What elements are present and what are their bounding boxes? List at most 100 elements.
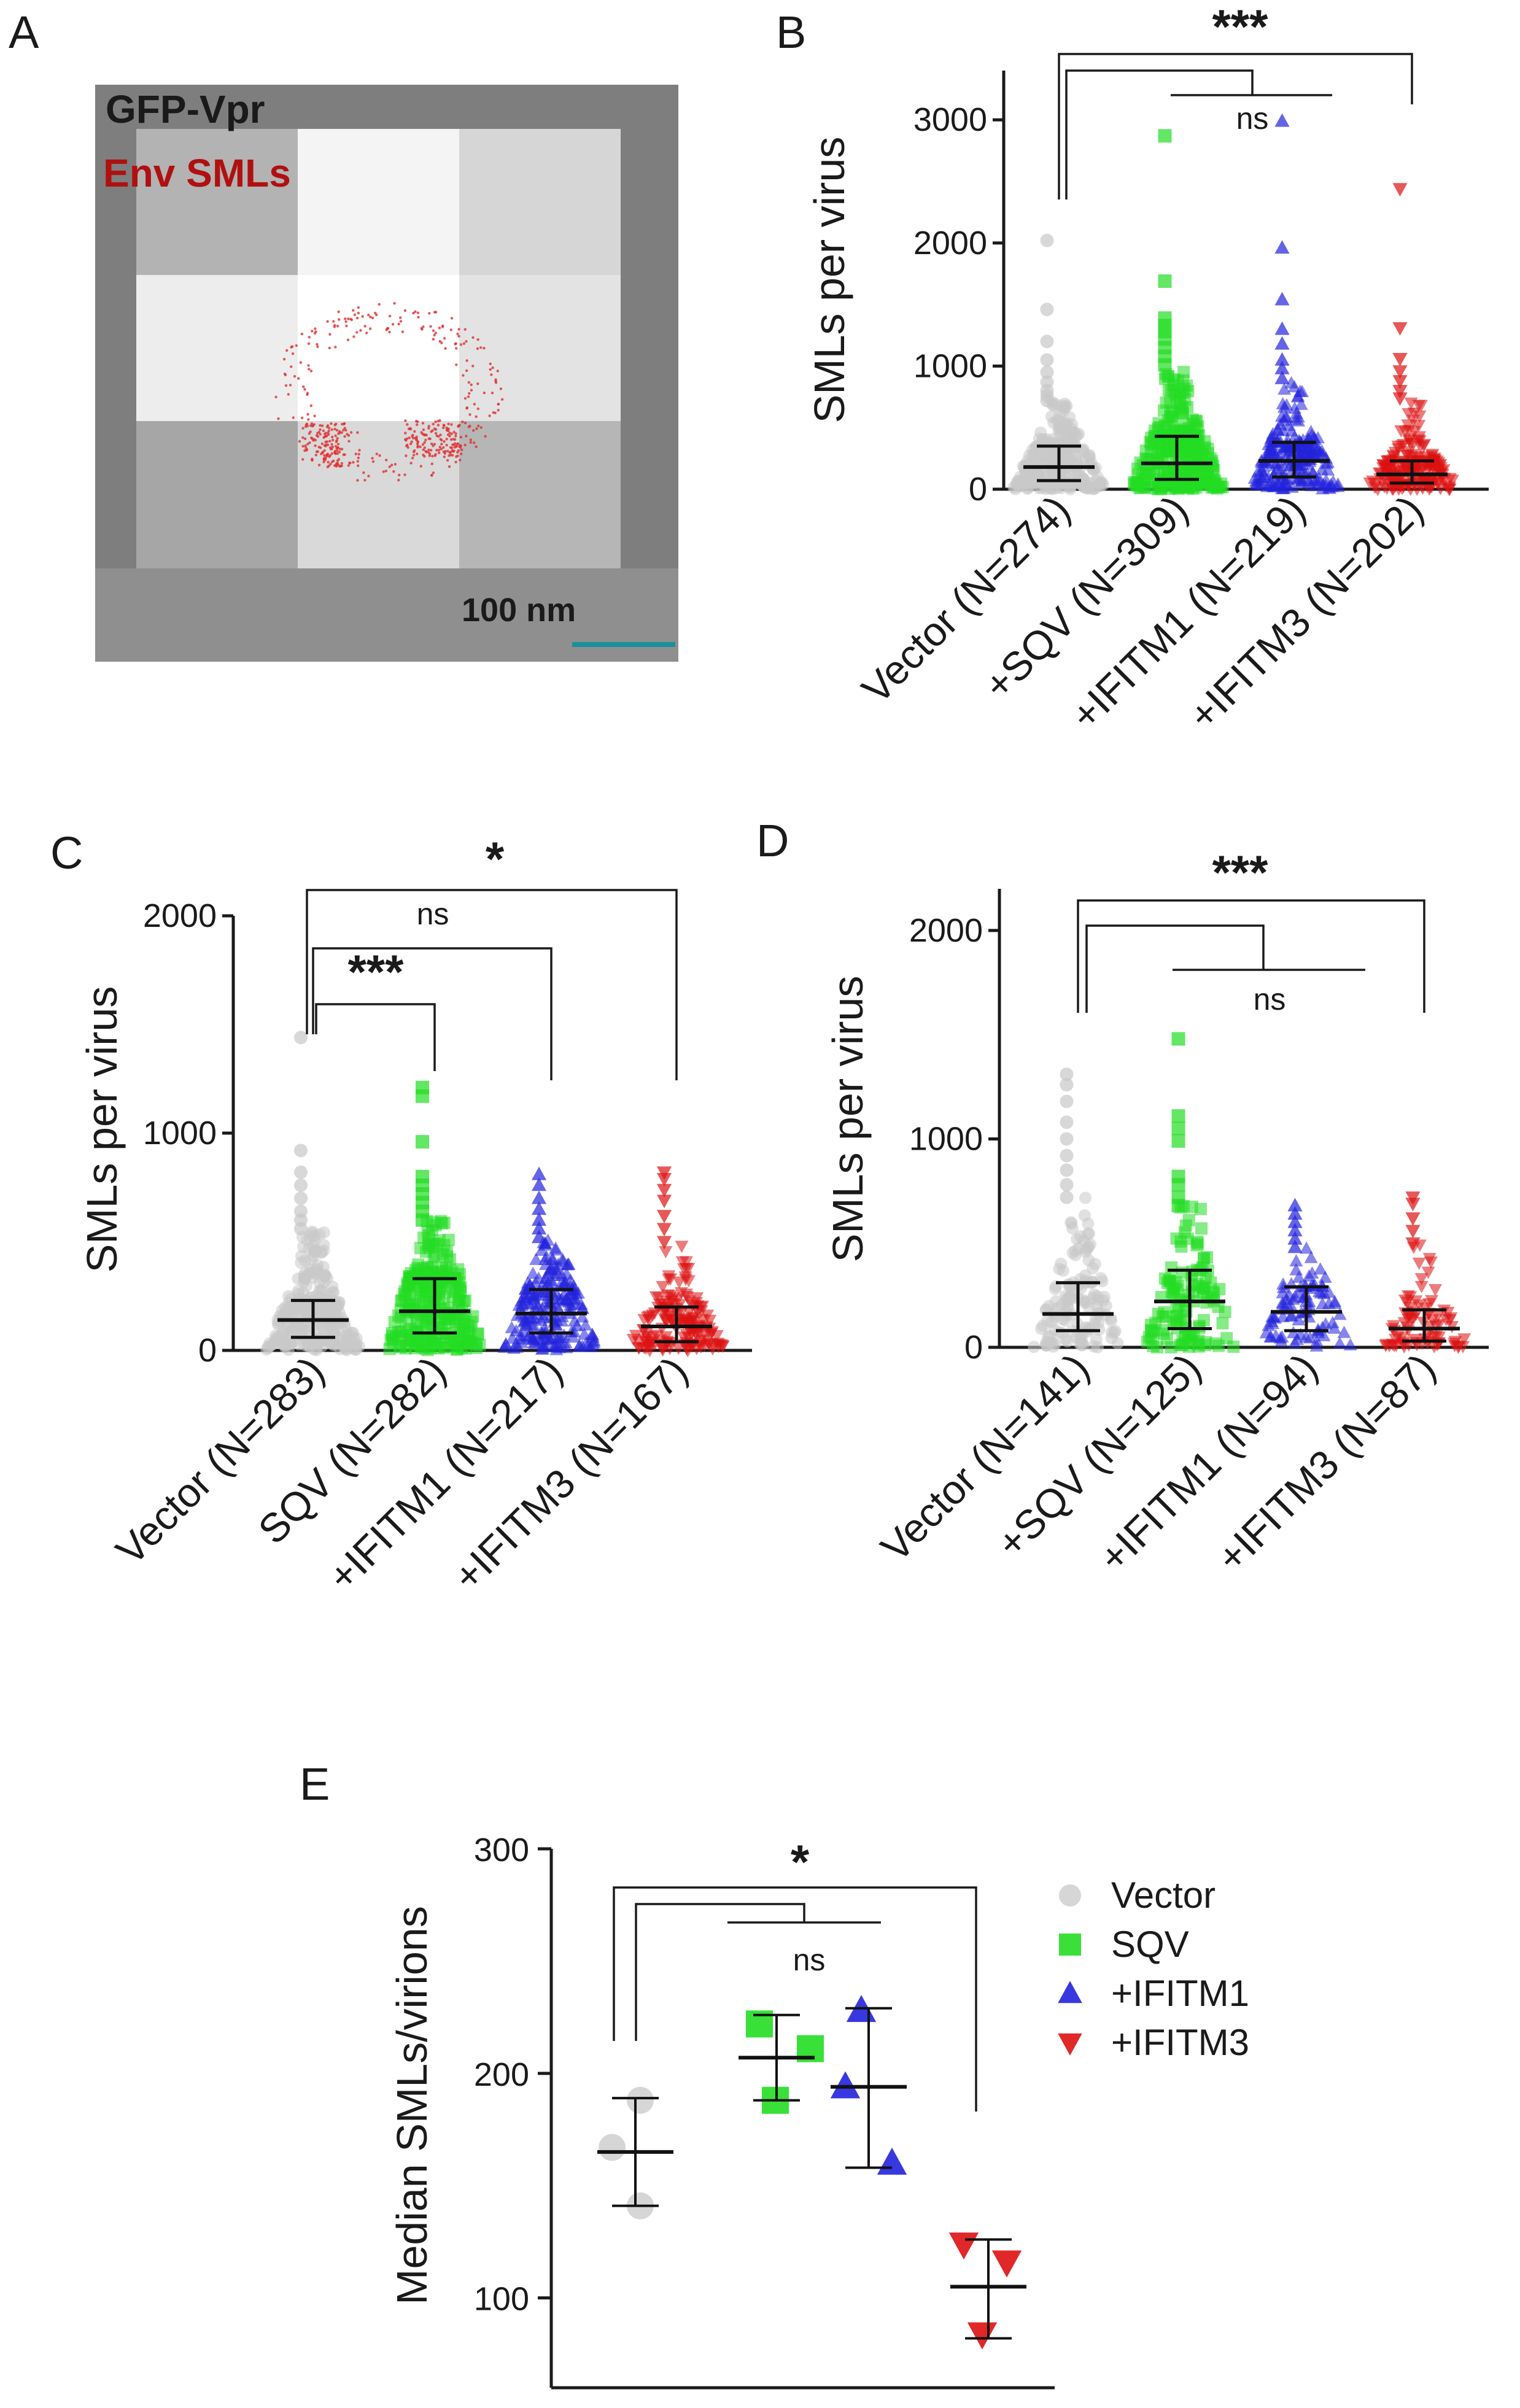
data-point: [1289, 1254, 1303, 1267]
sml-dot: [309, 404, 312, 408]
sml-dot: [430, 442, 433, 446]
sml-dot: [313, 414, 316, 417]
sml-dot: [293, 374, 297, 378]
data-point: [1430, 1310, 1444, 1323]
data-point: [1171, 1121, 1185, 1136]
data-point: [1381, 463, 1395, 476]
sml-dot: [363, 325, 366, 328]
legend-label: +IFITM1: [1111, 1973, 1249, 2014]
chart-e: 100 200 300 Median SMLs/virions * ns Vector SQV…: [388, 1832, 1249, 2390]
data-point: [295, 1256, 308, 1269]
y-axis-title: SMLs per virus: [78, 986, 126, 1273]
data-point: [991, 2250, 1022, 2278]
significance-bracket: [1085, 924, 1265, 1013]
data-point: [1292, 1270, 1306, 1283]
data-point: [526, 1266, 540, 1279]
legend-item-ifitm1: +IFITM1: [1058, 1973, 1249, 2014]
sml-dot: [334, 444, 338, 448]
sml-dot: [308, 336, 311, 339]
data-point: [1392, 375, 1408, 389]
data-point: [1392, 322, 1408, 336]
sml-dot: [411, 457, 414, 460]
data-point: [1373, 473, 1387, 486]
data-point: [679, 1274, 693, 1287]
data-point: [1276, 481, 1290, 494]
sml-dot: [339, 465, 342, 468]
significance-bracket: [306, 889, 678, 1080]
data-point: [427, 1266, 440, 1279]
significance-label: *: [791, 1835, 810, 1889]
sml-dot: [322, 429, 325, 432]
sml-dot: [427, 451, 430, 454]
data-point: [1287, 1206, 1303, 1220]
sml-dot: [320, 424, 324, 427]
category-label: +SQV (N=125): [988, 1345, 1209, 1566]
sml-dot: [335, 422, 338, 425]
data-point: [548, 1269, 562, 1282]
data-point: [1276, 397, 1290, 409]
sml-dot: [416, 423, 419, 426]
sml-dot: [477, 424, 480, 428]
y-tick-label: 2000: [909, 912, 983, 949]
data-point: [1060, 1132, 1074, 1146]
sml-dot: [356, 479, 359, 482]
sml-dot: [385, 459, 388, 462]
sml-dot: [350, 318, 354, 322]
sml-dot: [434, 311, 438, 314]
sml-dot: [441, 324, 444, 328]
sml-dot: [343, 422, 346, 425]
data-point: [294, 1178, 308, 1192]
y-tick-label: 1000: [913, 347, 987, 384]
data-point: [1170, 1301, 1183, 1314]
sml-dot: [425, 451, 428, 454]
data-point: [1064, 1292, 1077, 1305]
data-point: [1284, 424, 1298, 437]
data-point: [1041, 469, 1054, 482]
data-point: [694, 1301, 708, 1314]
sml-dot: [416, 311, 420, 314]
data-point: [470, 1341, 483, 1354]
sml-dot: [311, 330, 314, 333]
data-point: [1414, 400, 1428, 412]
data-point: [310, 1344, 323, 1357]
sml-dot: [453, 438, 457, 441]
data-point: [1443, 483, 1457, 496]
sml-dot: [333, 323, 336, 327]
sml-dot: [423, 455, 426, 458]
sml-dot: [336, 459, 339, 462]
data-point: [335, 1312, 348, 1325]
sml-dot: [421, 422, 425, 425]
data-point: [1405, 1212, 1421, 1226]
series-ifitm1: [497, 1166, 601, 1355]
data-point: [1405, 1225, 1421, 1239]
data-point: [1087, 1262, 1099, 1275]
data-point: [282, 1343, 295, 1356]
sml-dot: [489, 362, 492, 365]
sml-dot: [369, 316, 372, 319]
image-pixel: [459, 421, 621, 568]
sml-dot: [353, 313, 357, 316]
sml-dot: [354, 452, 357, 455]
data-point: [547, 1340, 561, 1353]
sml-dot: [457, 424, 460, 427]
significance-label: ns: [793, 1943, 826, 1977]
data-point: [1079, 1191, 1092, 1204]
sml-dot: [342, 428, 345, 432]
sml-dot: [489, 368, 492, 371]
data-point: [682, 1295, 696, 1308]
data-point: [1216, 1317, 1229, 1330]
data-point: [1289, 412, 1303, 425]
sml-dot: [473, 441, 476, 444]
data-point: [1060, 1163, 1074, 1177]
data-point: [1313, 1262, 1327, 1275]
sml-dot: [393, 302, 396, 305]
sml-dot: [287, 393, 290, 396]
category-label: +IFITM3 (N=167): [444, 1348, 696, 1600]
data-point: [1179, 1337, 1192, 1350]
sml-dot: [451, 449, 454, 452]
data-point: [1400, 1296, 1414, 1309]
sml-dot: [388, 314, 392, 318]
sml-dot: [449, 438, 453, 441]
data-point: [1292, 1313, 1306, 1326]
